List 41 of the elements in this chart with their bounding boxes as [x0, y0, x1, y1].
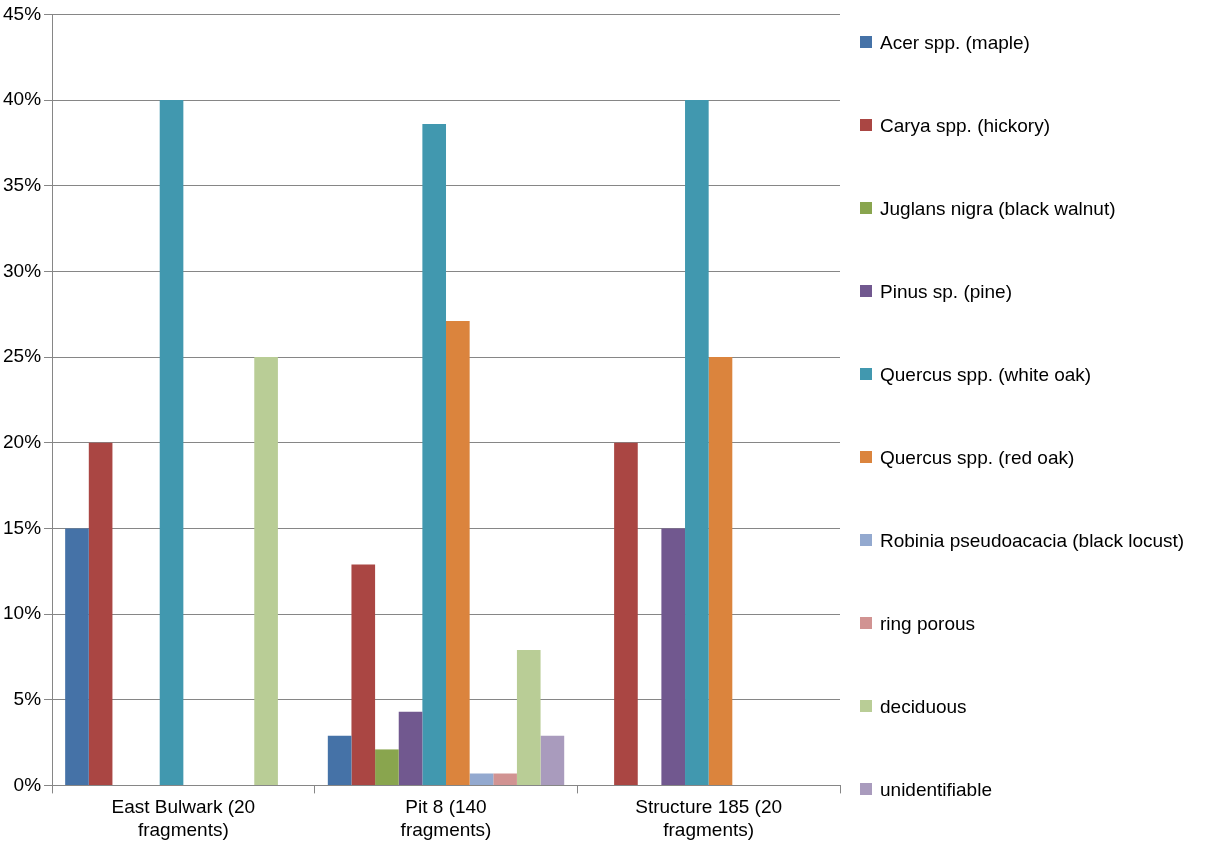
- bar: [469, 773, 494, 785]
- bar: [614, 442, 638, 785]
- y-tick-label: 10%: [3, 602, 42, 624]
- bar: [661, 528, 686, 785]
- legend-label: Robinia pseudoacacia (black locust): [880, 529, 1185, 553]
- bar: [327, 735, 352, 785]
- legend-label: unidentifiable: [880, 778, 992, 802]
- legend-label: Juglans nigra (black walnut): [880, 197, 1116, 221]
- legend-label: Quercus spp. (white oak): [880, 363, 1092, 387]
- y-tick-label: 30%: [3, 259, 42, 281]
- bar: [685, 100, 709, 785]
- bar: [422, 124, 447, 785]
- bar: [398, 711, 423, 785]
- y-tick-label: 45%: [3, 2, 42, 24]
- bar: [446, 321, 470, 785]
- bar: [540, 735, 565, 785]
- bar: [88, 442, 113, 785]
- y-tick-label: 40%: [3, 88, 42, 110]
- bar: [65, 528, 89, 785]
- bar: [493, 773, 517, 785]
- legend-label: Pinus sp. (pine): [880, 280, 1013, 304]
- y-tick-label: 5%: [13, 687, 42, 709]
- y-tick-label: 25%: [3, 345, 42, 367]
- bar: [351, 564, 376, 785]
- bar: [516, 650, 541, 785]
- legend-label: Quercus spp. (red oak): [880, 446, 1075, 470]
- legend-label: Acer spp. (maple): [880, 31, 1030, 55]
- x-tick-label: Structure 185 (20 fragments): [635, 796, 783, 840]
- bar: [708, 357, 733, 785]
- y-tick-label: 0%: [13, 773, 42, 795]
- bar: [159, 100, 184, 785]
- bar: [254, 357, 278, 785]
- x-tick-label: Pit 8 (140 fragments): [400, 796, 492, 840]
- y-tick-label: 20%: [3, 430, 42, 452]
- bar: [375, 749, 399, 785]
- y-tick-label: 15%: [3, 516, 42, 538]
- legend-label: ring porous: [880, 612, 976, 636]
- legend-label: deciduous: [880, 695, 967, 719]
- y-tick-label: 35%: [3, 173, 42, 195]
- legend-label: Carya spp. (hickory): [880, 114, 1050, 138]
- x-tick-label: East Bulwark (20 fragments): [111, 796, 256, 840]
